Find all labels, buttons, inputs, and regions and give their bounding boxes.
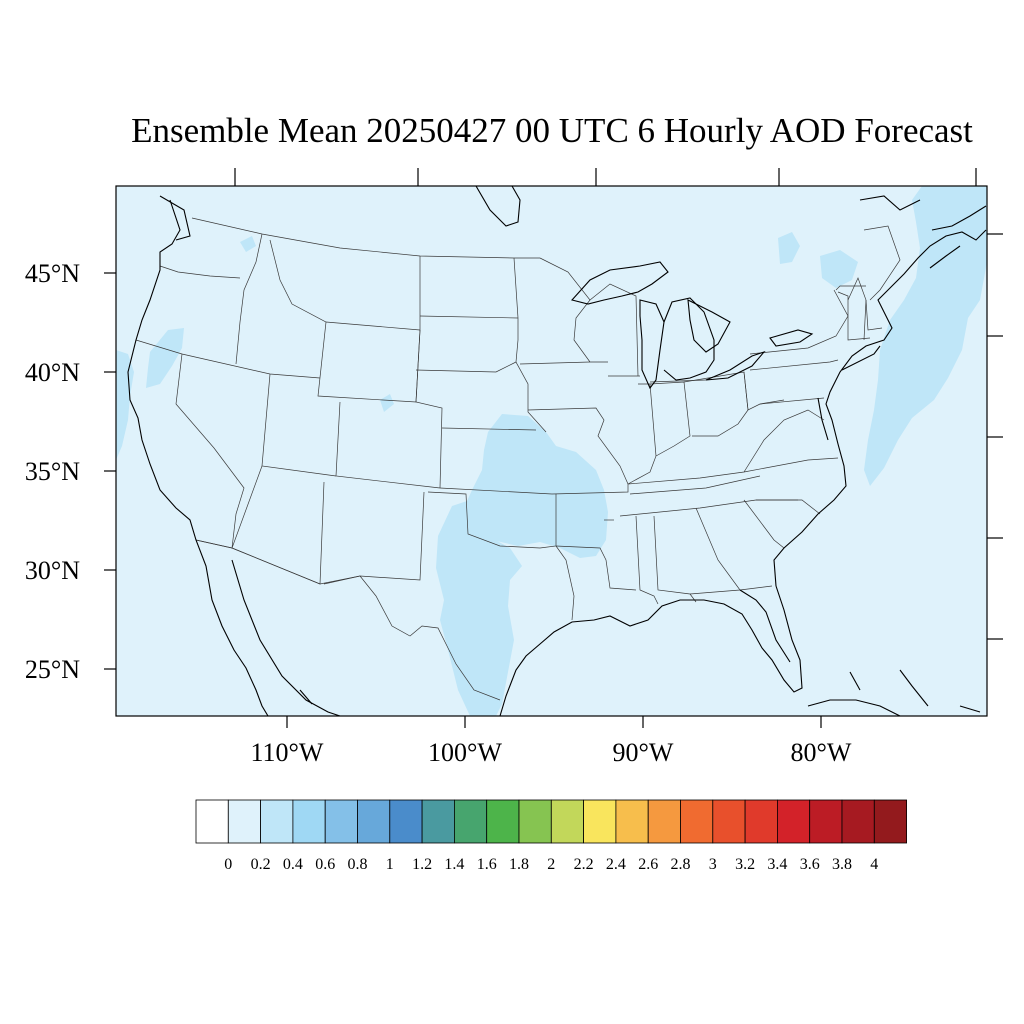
colorbar-swatch [744, 799, 778, 844]
colorbar-swatch [486, 799, 520, 844]
colorbar-swatch [873, 799, 907, 844]
map-panel: 45°N 40°N 35°N 30°N 25°N 110°W 100°W 90°… [25, 168, 1003, 767]
colorbar-label: 3.8 [832, 856, 852, 873]
colorbar-label: 1.8 [509, 856, 529, 873]
colorbar-swatch [324, 799, 358, 844]
map-title: Ensemble Mean 20250427 00 UTC 6 Hourly A… [131, 111, 973, 150]
colorbar-label: 0.6 [315, 856, 335, 873]
colorbar-swatch [809, 799, 843, 844]
colorbar-label: 1.6 [477, 856, 497, 873]
map-ticks [104, 168, 1003, 728]
lat-label-25n: 25°N [25, 655, 80, 684]
colorbar-swatch [841, 799, 875, 844]
map-frame [115, 185, 988, 717]
great-lakes-high-aod [380, 394, 394, 412]
colorbar-label: 3.4 [767, 856, 787, 873]
colorbar-swatch [195, 799, 229, 844]
colorbar-swatch [227, 799, 262, 844]
pacific-high-aod [116, 350, 134, 460]
colorbar-label: 2 [547, 856, 555, 873]
colorbar-label: 3.6 [800, 856, 820, 873]
colorbar-label: 0.4 [283, 856, 303, 873]
colorbar-label: 3.2 [735, 856, 755, 873]
colorbar-label: 2.4 [606, 856, 626, 873]
great-lakes-high-aod [240, 236, 256, 252]
colorbar-swatch [357, 799, 391, 844]
state-boundaries [135, 217, 901, 701]
great-lakes-high-aod [778, 232, 800, 264]
colorbar-swatch [453, 799, 488, 844]
colorbar-swatch [550, 799, 584, 844]
colorbar-swatch [777, 799, 811, 844]
west-texas-high-aod [436, 500, 522, 716]
colorbar-label: 1.4 [444, 856, 464, 873]
colorbar-label: 1.2 [412, 856, 432, 873]
atlantic-high-aod [864, 186, 987, 486]
colorbar-label: 4 [870, 856, 878, 873]
colorbar-swatch [421, 799, 455, 844]
colorbar-swatch [583, 799, 617, 844]
colorbar-swatch [647, 799, 681, 844]
colorbar-label: 0 [224, 856, 232, 873]
aod-shading [116, 186, 987, 716]
colorbar-label: 2.8 [671, 856, 691, 873]
colorbar-swatch [292, 799, 326, 844]
great-lakes-high-aod [820, 250, 858, 288]
lon-label-100w: 100°W [428, 738, 502, 767]
colorbar-swatch [389, 799, 423, 844]
lon-label-80w: 80°W [791, 738, 852, 767]
lat-label-35n: 35°N [25, 457, 80, 486]
colorbar-label: 0.2 [251, 856, 271, 873]
colorbar-swatch [260, 799, 294, 844]
colorbar-swatch [518, 799, 552, 844]
colorbar-swatch [615, 799, 649, 844]
colorbar-label: 3 [709, 856, 717, 873]
colorbar-swatch [712, 799, 746, 844]
lat-label-45n: 45°N [25, 259, 80, 288]
colorbar-label: 2.6 [638, 856, 658, 873]
lat-label-40n: 40°N [25, 358, 80, 387]
southern-plains-high-aod [464, 414, 608, 558]
lon-label-90w: 90°W [613, 738, 674, 767]
colorbar-swatch [680, 799, 714, 844]
lat-label-30n: 30°N [25, 556, 80, 585]
colorbar-label: 0.8 [348, 856, 368, 873]
aod-colorbar: 0 0.2 0.4 0.6 0.8 1 1.2 1.4 1.6 1.8 2 2.2 2.4 2.6 2.8 3… [195, 799, 907, 873]
coastlines [127, 186, 987, 716]
colorbar-label: 1 [386, 856, 394, 873]
lon-label-110w: 110°W [251, 738, 324, 767]
colorbar-label: 2.2 [574, 856, 594, 873]
northern-california-high-aod [146, 328, 184, 388]
